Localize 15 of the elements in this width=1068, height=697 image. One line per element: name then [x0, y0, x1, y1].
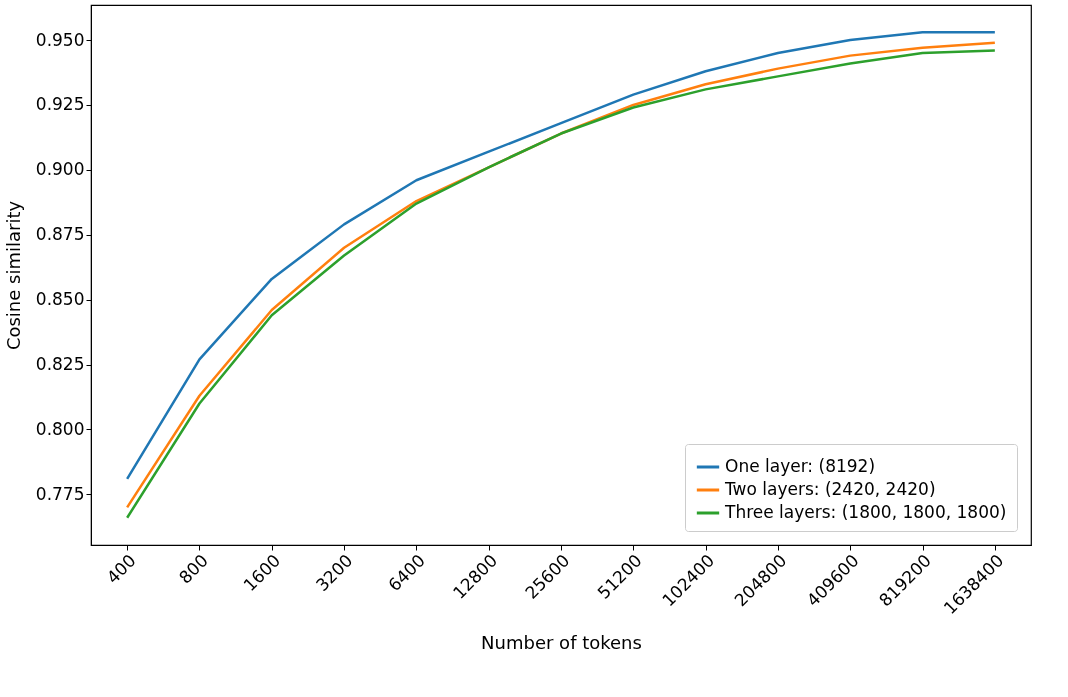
- y-tick-label: 0.850: [35, 289, 85, 310]
- y-tick-label: 0.925: [35, 94, 85, 115]
- y-tick-label: 0.775: [35, 483, 85, 504]
- legend-label: Three layers: (1800, 1800, 1800): [724, 502, 1007, 522]
- x-tick-label: 400: [102, 550, 140, 588]
- y-tick-label: 0.875: [35, 224, 85, 245]
- legend-label: One layer: (8192): [725, 456, 876, 476]
- y-tick-label: 0.825: [35, 354, 85, 375]
- x-axis-title: Number of tokens: [481, 632, 642, 654]
- y-tick-label: 0.900: [35, 159, 85, 180]
- y-axis-title: Cosine similarity: [2, 200, 24, 351]
- y-tick-label: 0.800: [35, 418, 85, 439]
- y-tick-label: 0.950: [35, 29, 85, 50]
- legend-label: Two layers: (2420, 2420): [724, 479, 936, 499]
- x-tick-label: 800: [174, 550, 212, 588]
